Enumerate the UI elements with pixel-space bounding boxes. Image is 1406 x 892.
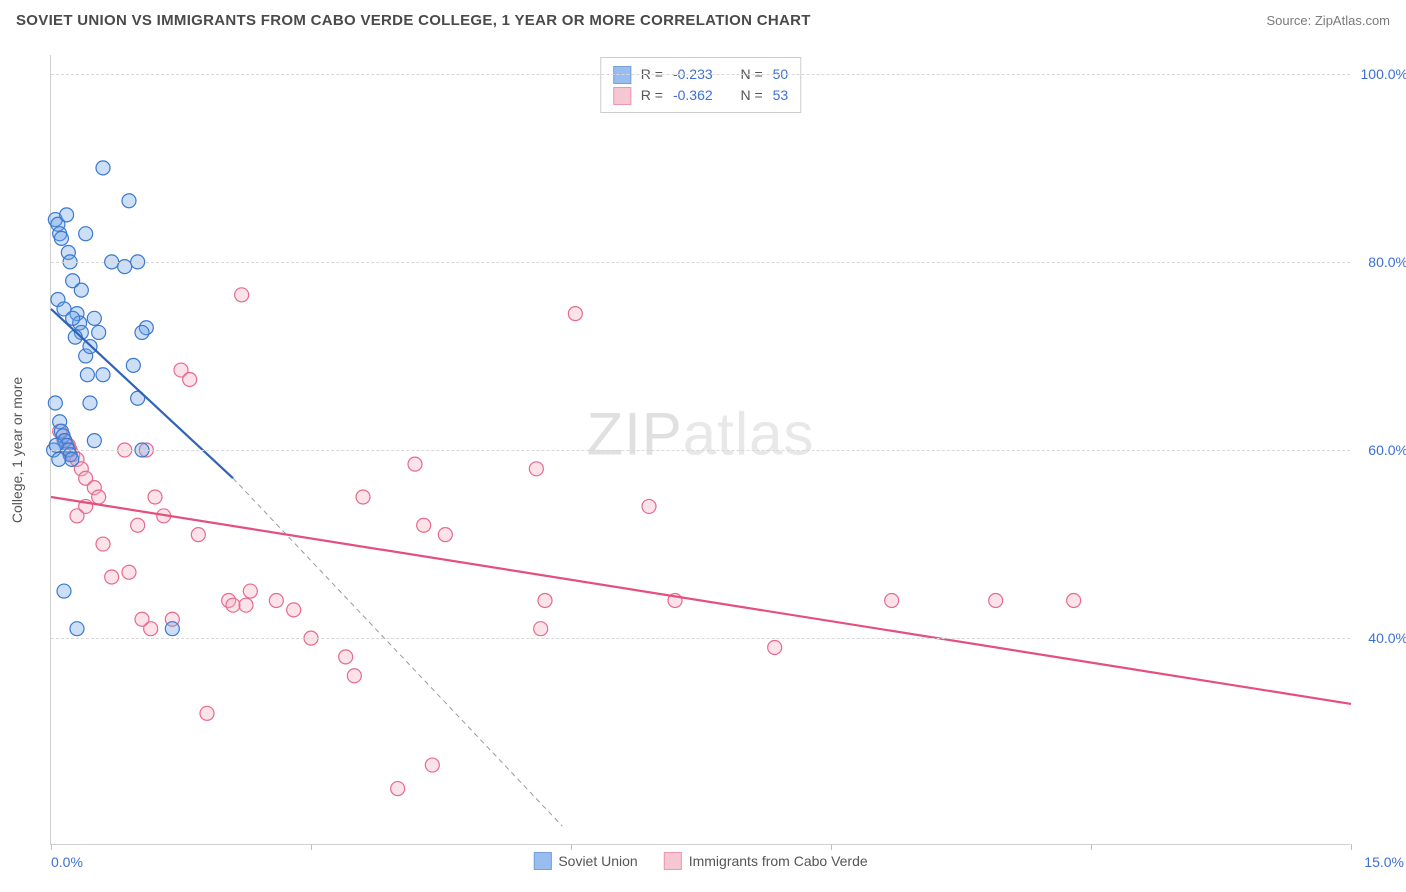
r-label: R =: [641, 85, 663, 106]
y-axis-title: College, 1 year or more: [9, 376, 25, 522]
scatter-point: [538, 593, 552, 607]
x-tick: [831, 844, 832, 850]
legend-label: Immigrants from Cabo Verde: [689, 853, 868, 869]
scatter-point: [885, 593, 899, 607]
scatter-point: [80, 368, 94, 382]
scatter-point: [347, 669, 361, 683]
scatter-point: [269, 593, 283, 607]
gridline-h: [51, 262, 1350, 263]
scatter-point: [70, 509, 84, 523]
legend-stat-row: R = -0.362 N = 53: [613, 85, 788, 106]
gridline-h: [51, 638, 1350, 639]
scatter-point: [135, 325, 149, 339]
scatter-point: [243, 584, 257, 598]
scatter-point: [60, 208, 74, 222]
title-bar: SOVIET UNION VS IMMIGRANTS FROM CABO VER…: [16, 12, 1390, 29]
scatter-point: [48, 396, 62, 410]
y-tick-label: 100.0%: [1358, 66, 1406, 82]
scatter-point: [148, 490, 162, 504]
gridline-h: [51, 74, 1350, 75]
scatter-point: [70, 622, 84, 636]
legend-swatch: [533, 852, 551, 870]
x-axis-max-label: 15.0%: [1364, 854, 1404, 870]
scatter-point: [529, 462, 543, 476]
x-tick: [311, 844, 312, 850]
source-label: Source: ZipAtlas.com: [1266, 13, 1390, 28]
scatter-point: [96, 537, 110, 551]
legend-label: Soviet Union: [558, 853, 637, 869]
scatter-point: [54, 231, 68, 245]
y-tick-label: 60.0%: [1358, 442, 1406, 458]
scatter-point: [74, 283, 88, 297]
scatter-point: [79, 227, 93, 241]
scatter-point: [96, 368, 110, 382]
x-tick: [51, 844, 52, 850]
scatter-point: [183, 372, 197, 386]
legend-swatch: [664, 852, 682, 870]
chart-title: SOVIET UNION VS IMMIGRANTS FROM CABO VER…: [16, 12, 811, 29]
scatter-point: [235, 288, 249, 302]
legend-stats: R =-0.233 N =50R =-0.362 N =53: [600, 57, 801, 113]
scatter-point: [131, 518, 145, 532]
scatter-point: [92, 325, 106, 339]
n-label: N =: [740, 85, 762, 106]
scatter-point: [425, 758, 439, 772]
scatter-point: [135, 612, 149, 626]
scatter-point: [417, 518, 431, 532]
y-tick-label: 80.0%: [1358, 254, 1406, 270]
legend-item: Immigrants from Cabo Verde: [664, 852, 868, 870]
scatter-point: [239, 598, 253, 612]
scatter-point: [989, 593, 1003, 607]
scatter-point: [408, 457, 422, 471]
y-tick-label: 40.0%: [1358, 630, 1406, 646]
legend-series: Soviet Union Immigrants from Cabo Verde: [533, 852, 867, 870]
scatter-point: [96, 161, 110, 175]
scatter-point: [87, 311, 101, 325]
plot-area: College, 1 year or more ZIPatlas R =-0.2…: [50, 55, 1350, 845]
scatter-point: [122, 565, 136, 579]
scatter-point: [642, 499, 656, 513]
trend-line-extrapolated: [233, 478, 562, 826]
scatter-point: [65, 452, 79, 466]
x-tick: [1091, 844, 1092, 850]
scatter-point: [438, 528, 452, 542]
scatter-point: [1067, 593, 1081, 607]
scatter-point: [92, 490, 106, 504]
scatter-point: [200, 706, 214, 720]
scatter-point: [391, 782, 405, 796]
scatter-point: [57, 584, 71, 598]
scatter-point: [768, 641, 782, 655]
scatter-point: [165, 622, 179, 636]
scatter-point: [126, 358, 140, 372]
scatter-point: [191, 528, 205, 542]
scatter-point: [568, 307, 582, 321]
r-value: -0.362: [673, 85, 713, 106]
scatter-point: [87, 434, 101, 448]
scatter-point: [534, 622, 548, 636]
gridline-h: [51, 450, 1350, 451]
legend-item: Soviet Union: [533, 852, 637, 870]
scatter-point: [122, 194, 136, 208]
x-tick: [1351, 844, 1352, 850]
legend-swatch: [613, 87, 631, 105]
scatter-point: [339, 650, 353, 664]
scatter-point: [356, 490, 370, 504]
chart-container: SOVIET UNION VS IMMIGRANTS FROM CABO VER…: [0, 0, 1406, 892]
scatter-point: [287, 603, 301, 617]
x-axis-min-label: 0.0%: [51, 854, 83, 870]
scatter-point: [83, 396, 97, 410]
x-tick: [571, 844, 572, 850]
scatter-point: [52, 452, 66, 466]
scatter-point: [226, 598, 240, 612]
n-value: 53: [773, 85, 789, 106]
scatter-point: [105, 570, 119, 584]
